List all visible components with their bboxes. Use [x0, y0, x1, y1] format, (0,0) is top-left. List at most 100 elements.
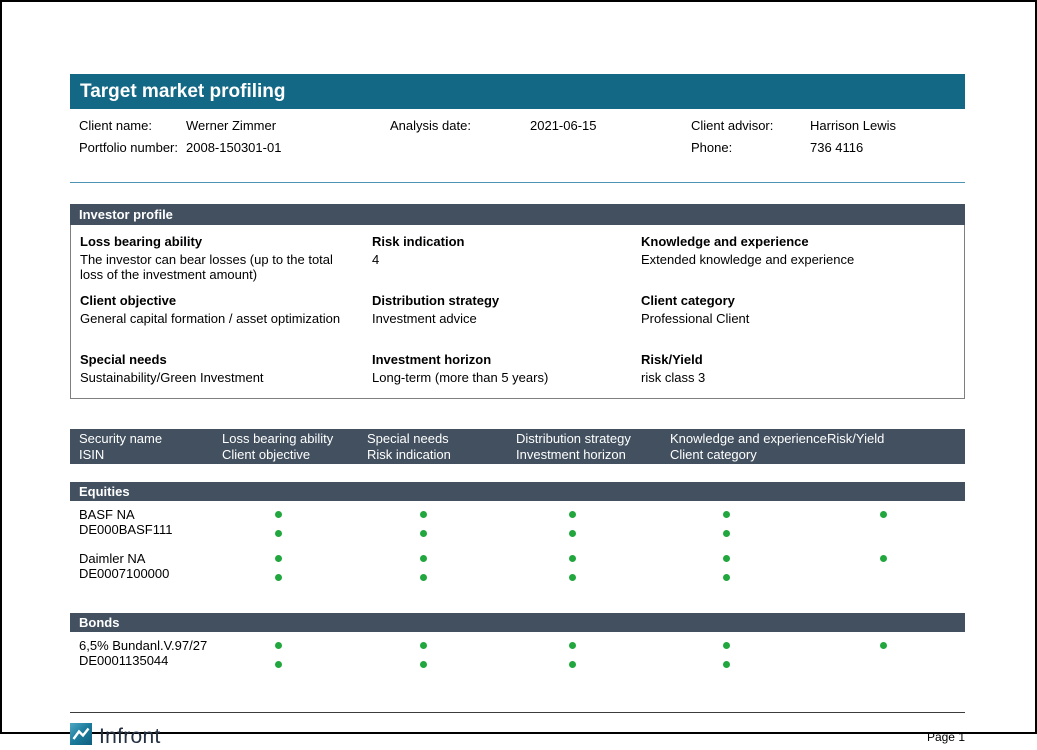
profile-field-client-objective: Client objective General capital formati…: [80, 292, 372, 351]
column-loss-bearing: Loss bearing ability Client objective: [222, 430, 334, 462]
match-dot-icon: [275, 661, 282, 668]
client-advisor-value: Harrison Lewis: [810, 118, 896, 133]
match-dot-icon: [420, 574, 427, 581]
page-title: Target market profiling: [70, 74, 965, 109]
client-info-block: Client name: Werner Zimmer Analysis date…: [70, 118, 965, 162]
match-dot-icon: [569, 530, 576, 537]
security-name: Daimler NA: [79, 551, 146, 566]
security-row: 6,5% Bundanl.V.97/27 DE0001135044: [70, 638, 965, 676]
match-cell: [516, 551, 670, 589]
analysis-date-label: Analysis date:: [390, 118, 471, 133]
match-cell: [222, 551, 367, 589]
match-cell: [222, 507, 367, 545]
infront-logo-icon: [70, 723, 92, 750]
match-cell: [367, 638, 516, 676]
field-value: 4: [372, 252, 380, 267]
security-name: 6,5% Bundanl.V.97/27: [79, 638, 208, 653]
profile-field-risk-indication: Risk indication 4: [372, 233, 641, 292]
field-value: Investment advice: [372, 311, 477, 326]
profile-field-special-needs: Special needs Sustainability/Green Inves…: [80, 351, 372, 398]
match-dot-icon: [569, 555, 576, 562]
profile-field-investment-horizon: Investment horizon Long-term (more than …: [372, 351, 641, 398]
match-cell: [222, 638, 367, 676]
match-dot-icon: [275, 642, 282, 649]
security-row: BASF NA DE000BASF111: [70, 507, 965, 545]
profile-field-knowledge-experience: Knowledge and experience Extended knowle…: [641, 233, 964, 292]
match-dot-icon: [275, 530, 282, 537]
field-label: Risk indication: [372, 234, 465, 249]
match-dot-icon: [275, 555, 282, 562]
match-dot-icon: [569, 661, 576, 668]
match-dot-icon: [275, 511, 282, 518]
portfolio-number-label: Portfolio number:: [79, 140, 178, 155]
field-label: Investment horizon: [372, 352, 492, 367]
field-label: Distribution strategy: [372, 293, 500, 308]
phone-label: Phone:: [691, 140, 733, 155]
security-isin: DE0001135044: [79, 653, 169, 668]
field-label: Risk/Yield: [641, 352, 703, 367]
match-cell: [670, 507, 827, 545]
match-cell: [367, 507, 516, 545]
security-row: Daimler NA DE0007100000: [70, 551, 965, 589]
match-dot-icon: [420, 642, 427, 649]
footer: Infront Page 1: [70, 713, 965, 750]
match-dot-icon: [723, 530, 730, 537]
field-value: Extended knowledge and experience: [641, 252, 855, 267]
profile-field-risk-yield: Risk/Yield risk class 3: [641, 351, 964, 398]
field-label: Knowledge and experience: [641, 234, 809, 249]
security-isin: DE0007100000: [79, 566, 170, 581]
match-cell: [670, 638, 827, 676]
match-cell: [516, 507, 670, 545]
field-value: risk class 3: [641, 370, 706, 385]
match-cell: [827, 638, 965, 676]
match-dot-icon: [723, 555, 730, 562]
field-label: Client category: [641, 293, 735, 308]
field-value: Sustainability/Green Investment: [80, 370, 264, 385]
match-dot-icon: [569, 511, 576, 518]
profile-field-loss-bearing-ability: Loss bearing ability The investor can be…: [80, 233, 372, 292]
match-cell: [827, 551, 965, 589]
phone-value: 736 4116: [810, 140, 864, 155]
security-name-cell: Daimler NA DE0007100000: [79, 551, 222, 589]
column-knowledge-experience: Knowledge and experience Client category: [670, 430, 827, 462]
client-name-value: Werner Zimmer: [186, 118, 277, 133]
client-advisor-label: Client advisor:: [691, 118, 774, 133]
portfolio-number-value: 2008-150301-01: [186, 140, 282, 155]
analysis-date-value: 2021-06-15: [530, 118, 597, 133]
match-dot-icon: [723, 661, 730, 668]
match-dot-icon: [420, 555, 427, 562]
field-value: The investor can bear losses (up to the …: [80, 252, 333, 282]
match-cell: [367, 551, 516, 589]
security-name: BASF NA: [79, 507, 135, 522]
column-risk-yield: Risk/Yield: [827, 430, 885, 446]
column-distribution-strategy: Distribution strategy Investment horizon: [516, 430, 631, 462]
investor-profile-header: Investor profile: [70, 204, 965, 225]
match-dot-icon: [420, 530, 427, 537]
field-label: Client objective: [80, 293, 177, 308]
footer-divider: [70, 712, 965, 713]
securities-table-header: Security name ISIN Loss bearing ability …: [70, 429, 965, 464]
field-value: Professional Client: [641, 311, 750, 326]
security-name-cell: BASF NA DE000BASF111: [79, 507, 222, 545]
brand-name: Infront: [99, 724, 161, 748]
security-isin: DE000BASF111: [79, 522, 173, 537]
investor-profile-box: Loss bearing ability The investor can be…: [70, 225, 965, 399]
match-dot-icon: [569, 574, 576, 581]
match-dot-icon: [723, 574, 730, 581]
match-dot-icon: [723, 511, 730, 518]
field-value: General capital formation / asset optimi…: [80, 311, 341, 326]
security-name-cell: 6,5% Bundanl.V.97/27 DE0001135044: [79, 638, 222, 676]
field-label: Special needs: [80, 352, 167, 367]
match-dot-icon: [275, 574, 282, 581]
section-header-bonds: Bonds: [70, 613, 965, 632]
match-dot-icon: [569, 642, 576, 649]
profile-field-client-category: Client category Professional Client: [641, 292, 964, 351]
match-cell: [670, 551, 827, 589]
match-cell: [516, 638, 670, 676]
profile-field-distribution-strategy: Distribution strategy Investment advice: [372, 292, 641, 351]
brand: Infront: [70, 723, 161, 750]
match-cell: [827, 507, 965, 545]
header-divider: [70, 182, 965, 183]
